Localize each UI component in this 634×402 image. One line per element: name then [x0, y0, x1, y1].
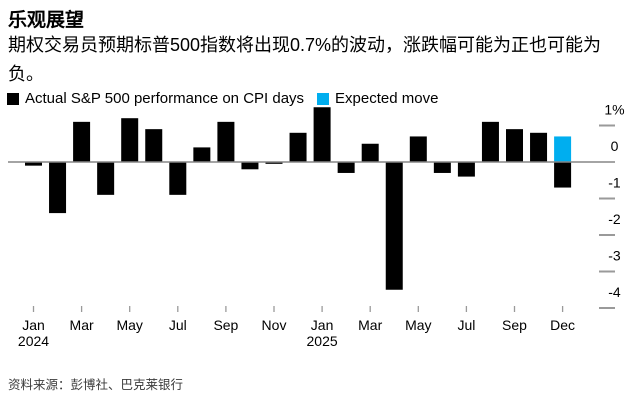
bar-actual-oct-2025 — [530, 132, 548, 162]
x-axis-label-May: May — [116, 317, 142, 333]
y-axis-label--2: -2 — [608, 211, 621, 227]
bar-actual-jan-2025 — [313, 107, 331, 162]
x-axis-label-Sep: Sep — [502, 317, 527, 333]
x-axis-label-Jul: Jul — [169, 317, 187, 333]
bar-actual-mar-2025 — [361, 143, 379, 162]
x-axis-label-May: May — [405, 317, 431, 333]
legend-item-expected: Expected move — [317, 90, 438, 107]
x-axis-year-2025: 2025 — [307, 333, 338, 349]
y-axis-label--1: -1 — [608, 175, 621, 191]
bar-actual-feb-2024 — [49, 162, 67, 214]
bar-actual-oct-2024 — [241, 162, 259, 170]
y-axis-label-1%: 1% — [604, 104, 624, 118]
bar-actual-jun-2024 — [145, 129, 163, 162]
x-axis-label-Jul: Jul — [457, 317, 475, 333]
bar-actual-jul-2024 — [169, 162, 187, 195]
legend-swatch-expected — [317, 92, 330, 105]
y-axis-label--3: -3 — [608, 248, 621, 264]
y-axis-label-0: 0 — [611, 138, 619, 154]
legend-swatch-actual — [7, 92, 19, 105]
x-axis-label-Sep: Sep — [213, 317, 238, 333]
legend-item-actual: Actual S&P 500 performance on CPI days — [7, 90, 304, 107]
source-note: 资料来源：彭博社、巴克莱银行 — [8, 378, 184, 392]
x-axis-label-Jan2024: Jan — [22, 317, 45, 333]
chart-legend: Actual S&P 500 performance on CPI days E… — [7, 90, 438, 107]
bar-actual-feb-2025 — [337, 162, 355, 173]
bar-actual-apr-2025 — [385, 162, 403, 290]
bar-actual-sep-2024 — [217, 121, 235, 162]
x-axis-label-Jan2025: Jan — [311, 317, 334, 333]
bar-actual-apr-2024 — [97, 162, 115, 195]
legend-label-expected: Expected move — [335, 90, 439, 107]
x-axis-label-Nov: Nov — [262, 317, 287, 333]
bar-actual-may-2025 — [409, 136, 427, 162]
legend-label-actual: Actual S&P 500 performance on CPI days — [25, 90, 305, 107]
bar-actual-dec-2024 — [289, 132, 307, 162]
bar-actual-jul-2025 — [457, 162, 475, 177]
y-axis-label--4: -4 — [608, 284, 621, 300]
bar-actual-jan-2024 — [25, 162, 42, 166]
chart-subtitle: 期权交易员预期标普500指数将出现0.7%的波动，涨跌幅可能为正也可能为负。 — [8, 35, 602, 84]
bar-expected-move-up — [554, 136, 572, 162]
bar-actual-mar-2024 — [73, 121, 91, 162]
bar-actual-nov-2024 — [265, 162, 283, 164]
bar-actual-aug-2025 — [481, 121, 499, 162]
x-axis-label-Mar: Mar — [70, 317, 94, 333]
bar-actual-jun-2025 — [433, 162, 451, 173]
bar-actual-aug-2024 — [193, 147, 211, 162]
bar-actual-sep-2025 — [506, 129, 523, 162]
x-axis-label-Dec: Dec — [550, 317, 575, 333]
bar-expected-move-down — [554, 162, 572, 188]
page-title: 乐观展望 — [8, 10, 85, 31]
x-axis-label-Mar: Mar — [358, 317, 382, 333]
x-axis-year-2024: 2024 — [18, 333, 49, 349]
bar-actual-may-2024 — [121, 118, 139, 162]
